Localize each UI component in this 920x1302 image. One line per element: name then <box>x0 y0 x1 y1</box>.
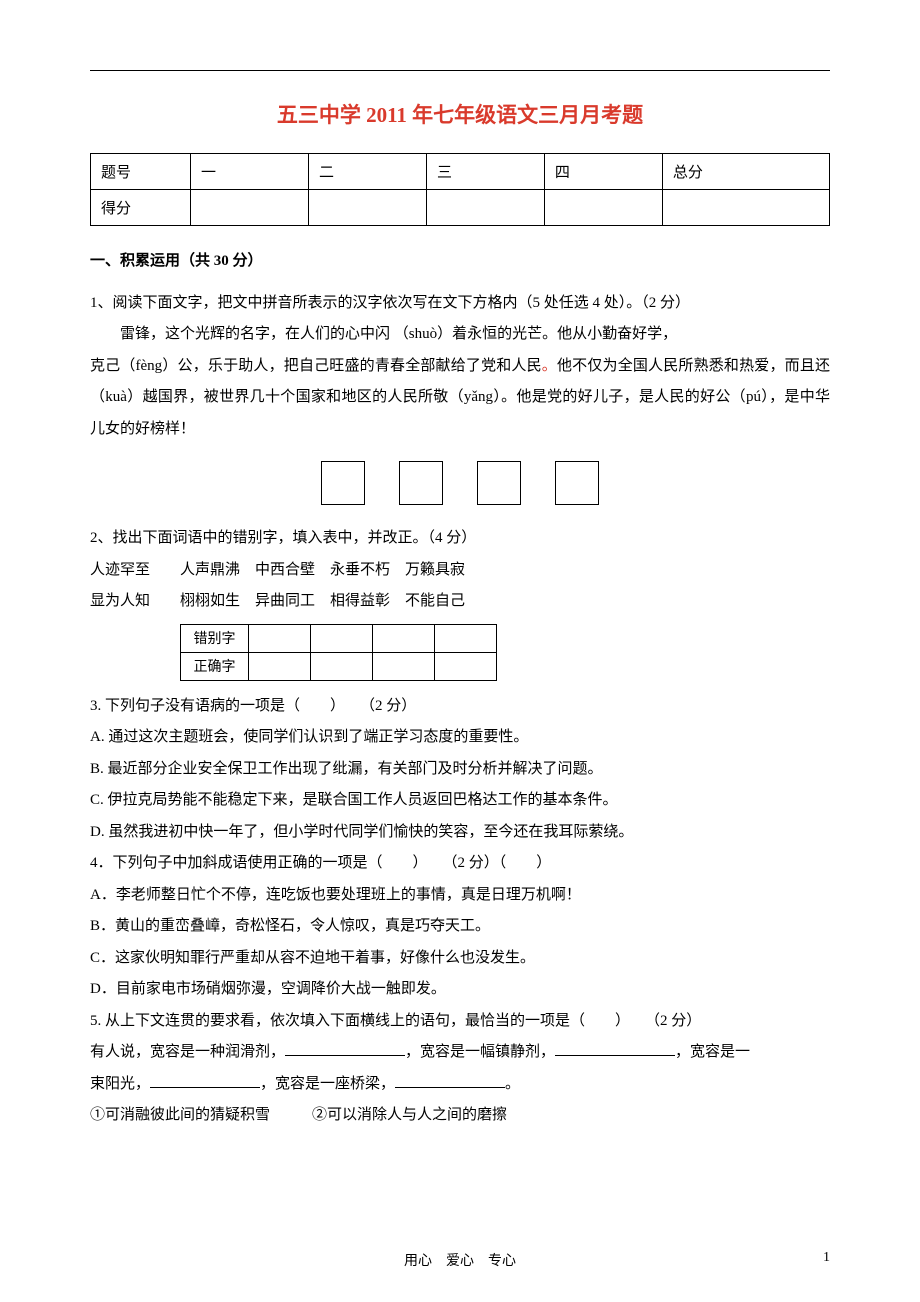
q5-options: ①可消融彼此间的猜疑积雪 ②可以消除人与人之间的磨擦 <box>90 1100 830 1132</box>
correction-cell <box>435 624 497 652</box>
correction-row-right: 正确字 <box>181 652 497 680</box>
blank-3 <box>150 1073 260 1088</box>
col-4: 四 <box>544 154 662 190</box>
correction-cell <box>373 624 435 652</box>
q5-prompt: 5. 从上下文连贯的要求看，依次填入下面横线上的语句，最恰当的一项是（ ） （2… <box>90 1006 830 1038</box>
score-cell-4 <box>544 190 662 226</box>
q4-option-b: B．黄山的重峦叠嶂，奇松怪石，令人惊叹，真是巧夺天工。 <box>90 911 830 943</box>
correction-cell <box>311 652 373 680</box>
score-cell-total <box>662 190 829 226</box>
correction-label-right: 正确字 <box>181 652 249 680</box>
q1-para1b: 克己（fèng）公，乐于助人，把自己旺盛的青春全部献给了党和人民。他不仅为全国人… <box>90 351 830 446</box>
score-header-row: 题号 一 二 三 四 总分 <box>91 154 830 190</box>
answer-box-4 <box>555 461 599 505</box>
q3-option-d: D. 虽然我进初中快一年了，但小学时代同学们愉快的笑容，至今还在我耳际萦绕。 <box>90 817 830 849</box>
blank-1 <box>285 1041 405 1056</box>
exam-title: 五三中学 2011 年七年级语文三月月考题 <box>90 99 830 129</box>
answer-box-3 <box>477 461 521 505</box>
page-number: 1 <box>823 1250 830 1266</box>
section-1-heading: 一、积累运用（共 30 分） <box>90 246 830 278</box>
q5-seg2: ，宽容是一幅镇静剂， <box>405 1044 555 1060</box>
row-label-tihao: 题号 <box>91 154 191 190</box>
q3-option-b: B. 最近部分企业安全保卫工作出现了纰漏，有关部门及时分析并解决了问题。 <box>90 754 830 786</box>
q1-para1b-text: 克己（fèng）公，乐于助人，把自己旺盛的青春全部献给了党和人民 <box>90 358 542 374</box>
correction-label-wrong: 错别字 <box>181 624 249 652</box>
q1-para1a: 雷锋，这个光辉的名字，在人们的心中闪 （shuò）着永恒的光芒。他从小勤奋好学， <box>90 319 830 351</box>
answer-boxes <box>90 461 830 505</box>
q3-option-a: A. 通过这次主题班会，使同学们认识到了端正学习态度的重要性。 <box>90 722 830 754</box>
q1-prompt: 1、阅读下面文字，把文中拼音所表示的汉字依次写在文下方格内（5 处任选 4 处）… <box>90 288 830 320</box>
q2-words-line1: 人迹罕至 人声鼎沸 中西合壁 永垂不朽 万籁具寂 <box>90 555 830 587</box>
correction-cell <box>311 624 373 652</box>
q5-seg6: 。 <box>505 1076 520 1092</box>
row-label-defen: 得分 <box>91 190 191 226</box>
q5-opt1: ①可消融彼此间的猜疑积雪 <box>90 1107 270 1123</box>
q5-seg3: ，宽容是一 <box>675 1044 750 1060</box>
q5-body-line1: 有人说，宽容是一种润滑剂， ，宽容是一幅镇静剂， ，宽容是一 <box>90 1037 830 1069</box>
q4-option-d: D．目前家电市场硝烟弥漫，空调降价大战一触即发。 <box>90 974 830 1006</box>
correction-cell <box>249 652 311 680</box>
q5-seg4: 束阳光， <box>90 1076 150 1092</box>
correction-cell <box>249 624 311 652</box>
page-footer: 用心 爱心 专心 1 <box>90 1250 830 1270</box>
blank-4 <box>395 1073 505 1088</box>
col-2: 二 <box>308 154 426 190</box>
correction-cell <box>435 652 497 680</box>
blank-2 <box>555 1041 675 1056</box>
col-1: 一 <box>191 154 309 190</box>
q5-seg1: 有人说，宽容是一种润滑剂， <box>90 1044 285 1060</box>
q4-prompt: 4．下列句子中加斜成语使用正确的一项是（ ） （2 分）（ ） <box>90 848 830 880</box>
q4-option-c: C．这家伙明知罪行严重却从容不迫地干着事，好像什么也没发生。 <box>90 943 830 975</box>
q2-prompt: 2、找出下面词语中的错别字，填入表中，并改正。（4 分） <box>90 523 830 555</box>
score-value-row: 得分 <box>91 190 830 226</box>
top-rule <box>90 70 830 71</box>
correction-cell <box>373 652 435 680</box>
col-3: 三 <box>426 154 544 190</box>
footer-motto: 用心 爱心 专心 <box>404 1254 516 1269</box>
score-cell-3 <box>426 190 544 226</box>
q2-words-line2: 显为人知 栩栩如生 异曲同工 相得益彰 不能自己 <box>90 586 830 618</box>
score-cell-2 <box>308 190 426 226</box>
q3-prompt: 3. 下列句子没有语病的一项是（ ） （2 分） <box>90 691 830 723</box>
q5-opt2: ②可以消除人与人之间的磨擦 <box>312 1107 507 1123</box>
col-total: 总分 <box>662 154 829 190</box>
score-cell-1 <box>191 190 309 226</box>
answer-box-1 <box>321 461 365 505</box>
answer-box-2 <box>399 461 443 505</box>
q3-option-c: C. 伊拉克局势能不能稳定下来，是联合国工作人员返回巴格达工作的基本条件。 <box>90 785 830 817</box>
correction-row-wrong: 错别字 <box>181 624 497 652</box>
correction-table: 错别字 正确字 <box>180 624 497 681</box>
red-dot: 。 <box>542 358 557 374</box>
q5-seg5: ，宽容是一座桥梁， <box>260 1076 395 1092</box>
q4-option-a: A．李老师整日忙个不停，连吃饭也要处理班上的事情，真是日理万机啊！ <box>90 880 830 912</box>
q5-body-line2: 束阳光， ，宽容是一座桥梁， 。 <box>90 1069 830 1101</box>
score-table: 题号 一 二 三 四 总分 得分 <box>90 153 830 226</box>
